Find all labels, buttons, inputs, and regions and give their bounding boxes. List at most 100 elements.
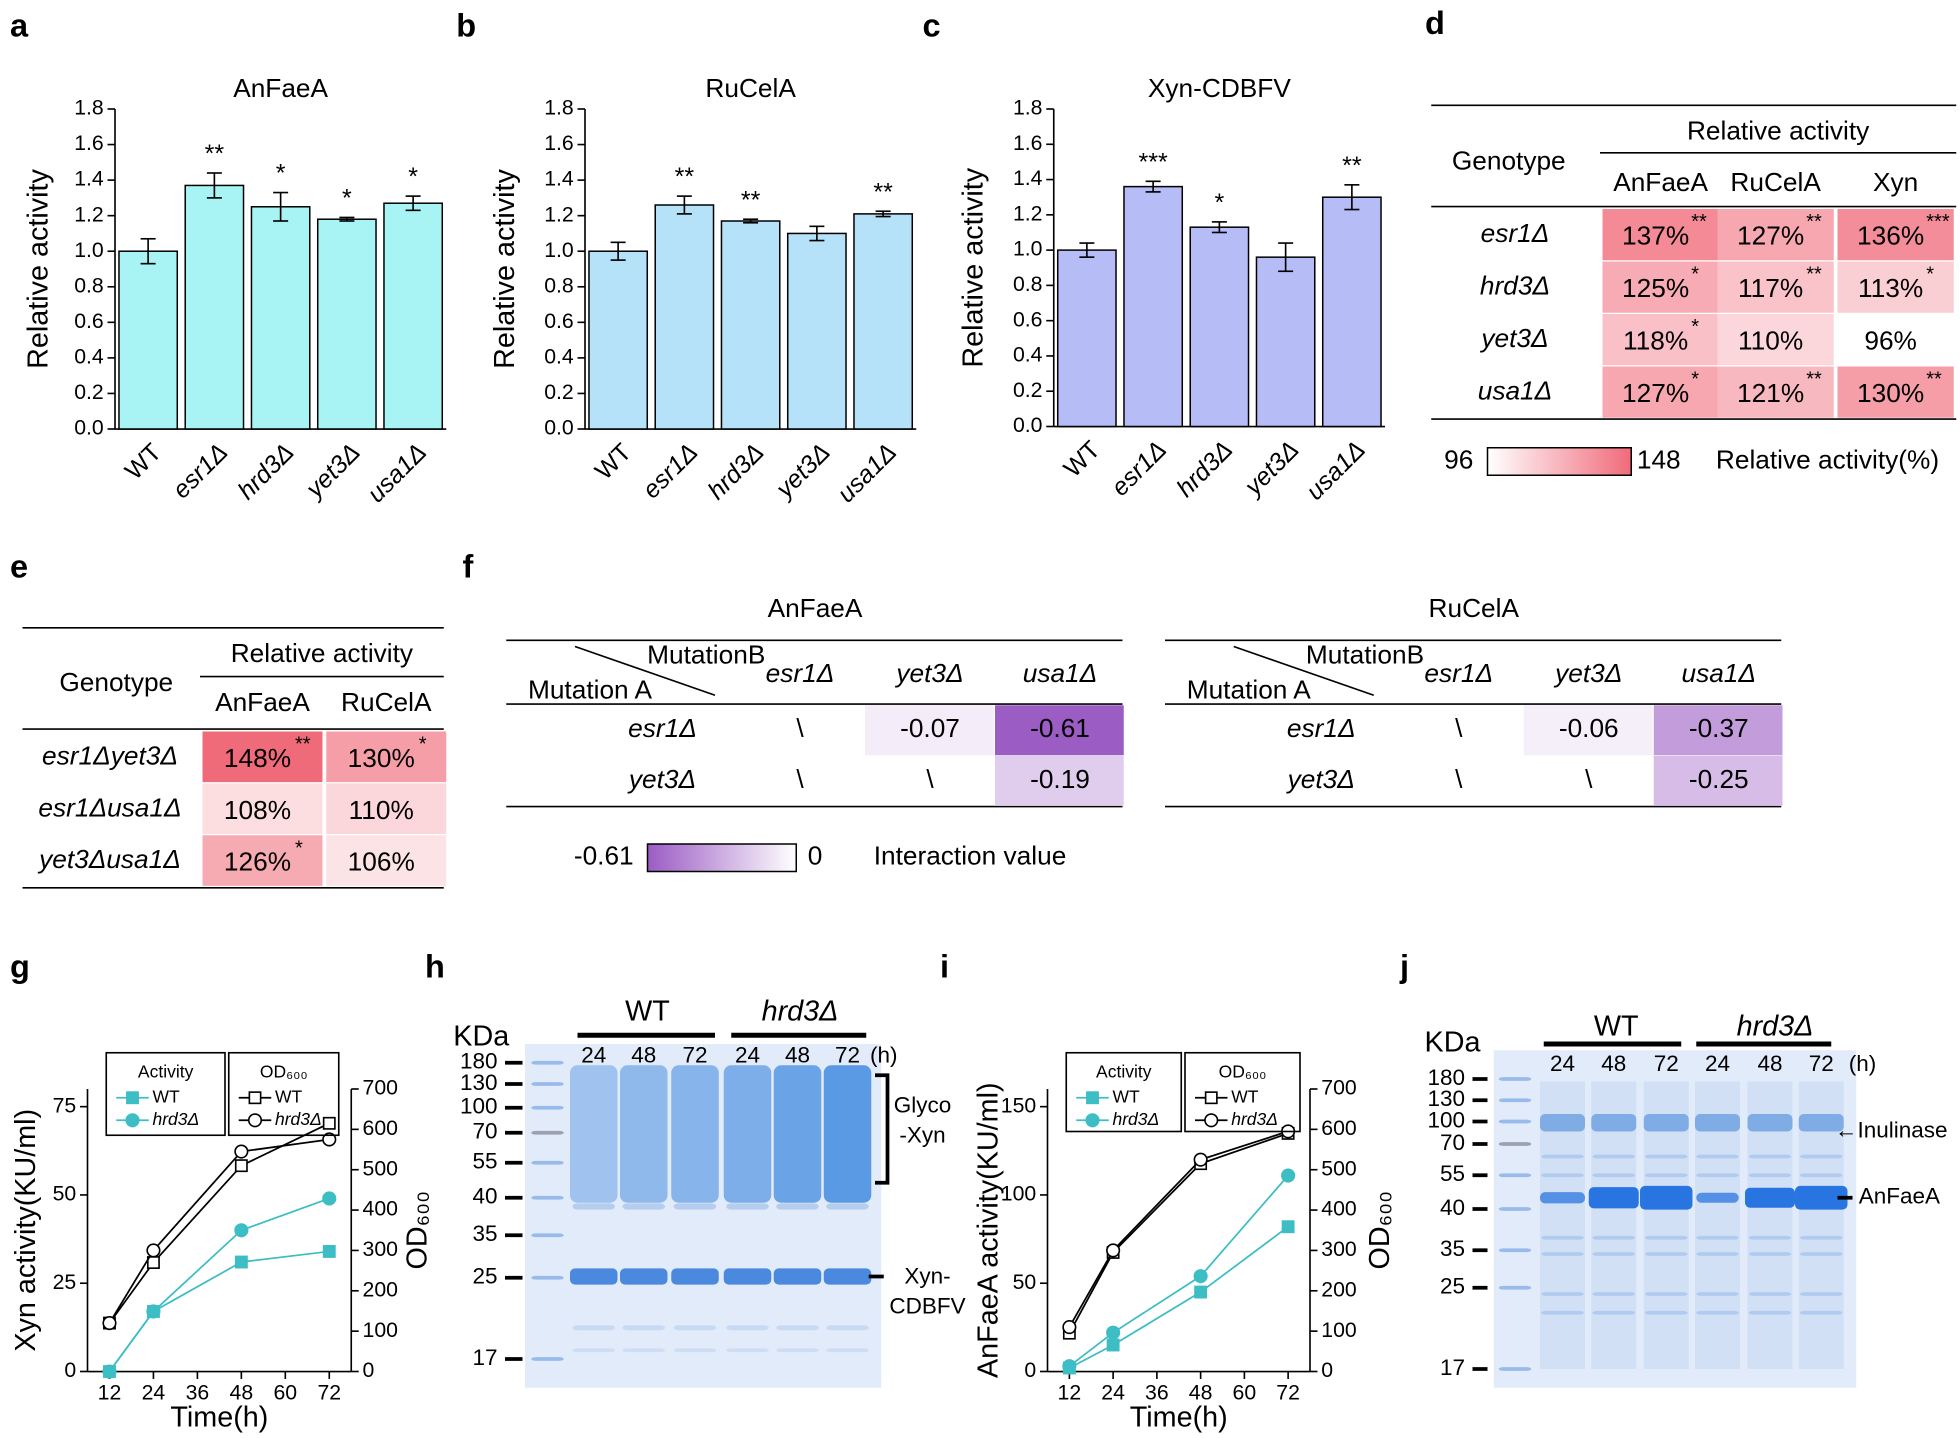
gel-band xyxy=(1645,1235,1688,1240)
y-tick-label: 0.6 xyxy=(544,309,574,333)
heat-cell xyxy=(1837,314,1954,366)
y2-axis-label: OD₆₀₀ xyxy=(1364,1191,1396,1270)
heat-cell xyxy=(202,783,323,834)
gel-band xyxy=(572,1325,615,1331)
point xyxy=(322,1245,336,1258)
marker-label: 70 xyxy=(1440,1130,1465,1155)
legend-label: hrd3Δ xyxy=(1231,1109,1278,1129)
gel-band xyxy=(1592,1252,1635,1256)
significance: ** xyxy=(1926,369,1942,391)
point xyxy=(102,1316,117,1331)
row-label: yet3Δ xyxy=(1479,323,1548,353)
gel-band xyxy=(726,1325,769,1331)
x-tick-label: hrd3Δ xyxy=(1171,436,1238,503)
y-tick-label: 1.6 xyxy=(1013,131,1043,155)
gel-band xyxy=(531,1130,564,1135)
y2-tick-label: 500 xyxy=(363,1156,398,1180)
band-annotation: AnFaeA xyxy=(1859,1184,1940,1209)
y-tick-label: 0.2 xyxy=(1013,378,1043,402)
gel-band xyxy=(1748,1310,1792,1315)
gel-band xyxy=(726,1203,769,1210)
cell-label: 110% xyxy=(1738,326,1803,356)
y-tick-label: 1.2 xyxy=(1013,201,1043,225)
lane-label: 48 xyxy=(1601,1051,1626,1076)
heat-cell xyxy=(1837,209,1954,261)
gel-smear xyxy=(723,1065,772,1203)
marker-label: 55 xyxy=(472,1149,497,1174)
y2-tick-label: 100 xyxy=(1321,1318,1356,1342)
panel-letter: b xyxy=(456,7,476,43)
gel-band xyxy=(1696,1310,1739,1315)
y-tick-label: 1.8 xyxy=(544,96,574,120)
y-axis-label: Relative activity xyxy=(489,169,521,369)
band-annotation: Glyco xyxy=(894,1092,952,1117)
gel-band xyxy=(1498,1077,1532,1081)
legend-marker xyxy=(1085,1113,1100,1128)
column-header: esr1Δ xyxy=(766,658,835,688)
legend-marker xyxy=(1204,1113,1219,1128)
legend-box xyxy=(1184,1051,1301,1133)
empty-cell: \ xyxy=(796,764,804,794)
gel-band xyxy=(1645,1252,1688,1256)
y-tick-label: 25 xyxy=(53,1270,77,1294)
column-header: usa1Δ xyxy=(1023,658,1098,688)
heat-cell xyxy=(1717,261,1834,313)
unit-label: KDa xyxy=(453,1020,509,1052)
gel-band xyxy=(1541,1173,1584,1178)
legend-label: WT xyxy=(153,1086,181,1106)
cell-label: -0.19 xyxy=(1030,764,1090,794)
gel-band xyxy=(531,1160,564,1165)
row-label: esr1Δ xyxy=(1287,713,1356,743)
gel-band xyxy=(1696,1192,1739,1203)
point xyxy=(102,1364,117,1379)
column-header: RuCelA xyxy=(341,687,432,717)
x-tick-label: 36 xyxy=(1145,1381,1169,1405)
table-title: AnFaeA xyxy=(768,593,863,623)
heat-cell xyxy=(1602,209,1719,261)
point xyxy=(146,1304,161,1319)
y2-tick-label: 700 xyxy=(363,1076,398,1100)
unit-label: KDa xyxy=(1425,1027,1481,1059)
y-tick-label: 150 xyxy=(1001,1093,1036,1117)
gel-band xyxy=(1541,1292,1584,1296)
empty-cell: \ xyxy=(1585,764,1593,794)
cell-label: 108% xyxy=(224,795,291,825)
cell-label: 96% xyxy=(1864,326,1917,356)
gel-band xyxy=(1540,1192,1585,1204)
lane-label: 72 xyxy=(682,1042,707,1067)
gel-band xyxy=(776,1203,819,1210)
y-tick-label: 75 xyxy=(53,1093,77,1117)
gel-band xyxy=(531,1275,564,1280)
point xyxy=(1281,1168,1296,1183)
point xyxy=(1106,1243,1121,1258)
gel-band xyxy=(572,1203,615,1210)
heat-cell xyxy=(995,755,1124,806)
significance: * xyxy=(342,185,352,213)
significance: * xyxy=(1691,316,1699,338)
y-tick-label: 0.2 xyxy=(544,380,574,404)
column-header: AnFaeA xyxy=(215,687,310,717)
y-tick-label: 1.0 xyxy=(74,238,104,262)
series-line xyxy=(108,1122,330,1324)
time-unit: (h) xyxy=(1849,1051,1877,1076)
gel-band xyxy=(1800,1235,1843,1240)
legend-title: OD₆₀₀ xyxy=(260,1061,308,1081)
heat-cell xyxy=(1653,755,1783,806)
y2-tick-label: 200 xyxy=(1321,1277,1356,1301)
series-line xyxy=(108,1197,330,1373)
y2-tick-label: 300 xyxy=(363,1237,398,1261)
point xyxy=(234,1144,249,1159)
gel-band xyxy=(1592,1154,1635,1159)
gel-band xyxy=(1498,1207,1532,1211)
gel-smear xyxy=(570,1065,618,1203)
significance: * xyxy=(276,160,286,188)
significance: ** xyxy=(873,178,893,206)
x-tick-label: yet3Δ xyxy=(299,438,365,504)
heat-cell xyxy=(326,731,447,783)
x-tick-label: usa1Δ xyxy=(362,438,432,508)
significance: * xyxy=(1691,369,1699,391)
cell-label: -0.61 xyxy=(1030,713,1090,743)
gel-band xyxy=(723,1268,772,1285)
bar xyxy=(1189,226,1250,428)
series-line xyxy=(1068,1132,1289,1334)
